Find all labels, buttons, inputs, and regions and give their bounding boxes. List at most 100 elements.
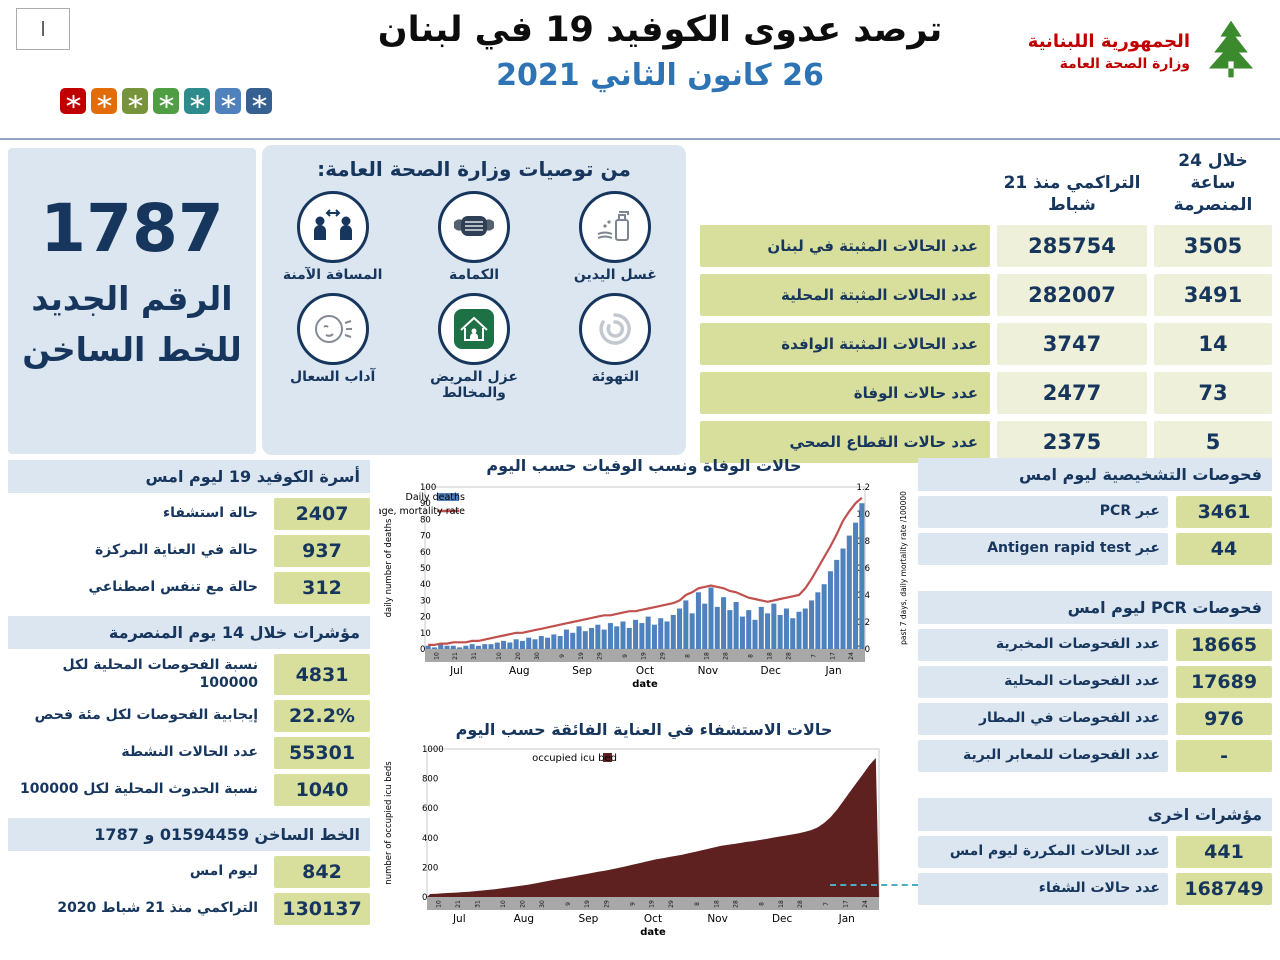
ministry-logo: الجمهورية اللبنانية وزارة الصحة العامة — [1028, 16, 1262, 86]
virus-icon — [60, 88, 86, 114]
local-24h: 3491 — [1154, 274, 1272, 317]
row-label: عدد الحالات المثبتة في لبنان — [700, 225, 990, 268]
stat-row: - عدد الفحوصات للمعابر البرية — [918, 740, 1272, 772]
svg-text:31: 31 — [471, 652, 478, 660]
svg-text:Jul: Jul — [452, 913, 466, 925]
svg-text:19: 19 — [584, 900, 591, 908]
svg-text:29: 29 — [597, 652, 604, 660]
stat-value: 22.2% — [274, 700, 370, 732]
section-header-diagnostic-tests: فحوصات التشخيصية ليوم امس — [918, 458, 1272, 491]
stat-label: عدد حالات الشفاء — [918, 873, 1168, 905]
reco-ventilation: التهوئة — [545, 293, 686, 401]
svg-text:200: 200 — [422, 863, 438, 873]
reco-cough: آداب السعال — [262, 293, 403, 401]
stat-value: 18665 — [1176, 629, 1272, 661]
virus-icon-row — [60, 88, 272, 114]
stat-value: 1040 — [274, 774, 370, 806]
svg-text:Oct: Oct — [636, 665, 654, 677]
icu-chart-panel: حالات الاستشفاء في العناية الفائقة حسب ا… — [374, 720, 914, 945]
stat-label: التراكمي منذ 21 شباط 2020 — [57, 900, 258, 917]
dashed-connector — [830, 884, 918, 886]
svg-text:28: 28 — [723, 652, 730, 660]
svg-text:10: 10 — [500, 900, 507, 908]
svg-text:1.2: 1.2 — [856, 483, 870, 493]
health-sector-cumulative: 2375 — [997, 421, 1147, 464]
svg-text:28: 28 — [797, 900, 804, 908]
stat-label: عدد الفحوصات المخبرية — [918, 629, 1168, 661]
svg-text:50: 50 — [420, 564, 431, 574]
stat-label: حالة في العناية المركزة — [95, 542, 258, 559]
stat-value: 130137 — [274, 893, 370, 925]
hotline-panel: 1787 الرقم الجديد للخط الساخن — [8, 148, 256, 454]
svg-text:60: 60 — [420, 548, 431, 558]
svg-text:40: 40 — [420, 580, 431, 590]
svg-text:24: 24 — [862, 900, 869, 908]
svg-text:Nov: Nov — [698, 665, 719, 677]
health-sector-24h: 5 — [1154, 421, 1272, 464]
report-date: 26 كانون الثاني 2021 — [496, 58, 824, 93]
svg-text:9: 9 — [559, 654, 566, 658]
stat-label: حالة مع تنفس اصطناعي — [88, 579, 258, 596]
svg-text:8: 8 — [685, 654, 692, 658]
svg-text:17: 17 — [829, 652, 836, 660]
reco-label: التهوئة — [591, 369, 640, 385]
stat-value: 976 — [1176, 703, 1272, 735]
stat-label: حالة استشفاء — [163, 505, 258, 522]
svg-text:80: 80 — [420, 515, 431, 525]
deaths-24h: 73 — [1154, 372, 1272, 415]
cases-24h: 3505 — [1154, 225, 1272, 268]
stat-row: 55301 عدد الحالات النشطة — [8, 737, 370, 769]
icu-chart-canvas: 0 200 400 600 800 1000 10 21 31 10 20 30 9 19 29 9 19 29 8… — [384, 745, 880, 938]
svg-text:10: 10 — [436, 900, 443, 908]
stat-label: عدد الفحوصات في المطار — [918, 703, 1168, 735]
svg-text:19: 19 — [578, 652, 585, 660]
reco-label: غسل اليدين — [573, 267, 657, 283]
col-header-cumulative: التراكمي منذ 21 شباط — [1003, 173, 1141, 216]
reco-handwash: غسل اليدين — [545, 191, 686, 283]
svg-text:number of occupied icu beds: number of occupied icu beds — [384, 761, 394, 885]
svg-text:10: 10 — [496, 652, 503, 660]
stat-value: 842 — [274, 856, 370, 888]
deaths-chart-title: حالات الوفاة ونسب الوفيات حسب اليوم — [486, 456, 802, 475]
cases-cumulative: 285754 — [997, 225, 1147, 268]
stat-row: 130137 التراكمي منذ 21 شباط 2020 — [8, 893, 370, 925]
svg-text:occupied icu bed: occupied icu bed — [532, 753, 617, 764]
svg-text:21: 21 — [452, 652, 459, 660]
svg-text:24: 24 — [848, 652, 855, 660]
hotline-number: 1787 — [40, 190, 224, 267]
stat-row: 1040 نسبة الحدوث المحلية لكل 100000 — [8, 774, 370, 806]
virus-icon — [246, 88, 272, 114]
stat-value: 17689 — [1176, 666, 1272, 698]
svg-text:8: 8 — [748, 654, 755, 658]
svg-text:8: 8 — [759, 902, 766, 906]
reco-isolation: عزل المريض والمخالط — [403, 293, 544, 401]
svg-text:Nov: Nov — [707, 913, 728, 925]
svg-text:Aug: Aug — [514, 913, 535, 925]
virus-icon — [184, 88, 210, 114]
stat-row: 937 حالة في العناية المركزة — [8, 535, 370, 567]
hotline-caption-2: للخط الساخن — [22, 330, 242, 369]
svg-text:Sep: Sep — [572, 665, 592, 677]
svg-text:20: 20 — [420, 613, 431, 623]
svg-text:9: 9 — [565, 902, 572, 906]
svg-text:19: 19 — [649, 900, 656, 908]
reco-label: آداب السعال — [290, 369, 376, 385]
stat-value: 312 — [274, 572, 370, 604]
svg-text:30: 30 — [420, 596, 431, 606]
svg-text:7: 7 — [823, 902, 830, 906]
ministry-logo-text: الجمهورية اللبنانية وزارة الصحة العامة — [1028, 31, 1190, 72]
stat-row: 168749 عدد حالات الشفاء — [918, 873, 1272, 905]
republic-name: الجمهورية اللبنانية — [1027, 30, 1190, 52]
stat-row: 22.2% إيجابية الفحوصات لكل مئة فحص — [8, 700, 370, 732]
svg-text:18: 18 — [704, 652, 711, 660]
stat-label: ليوم امس — [189, 863, 258, 880]
svg-text:Jan: Jan — [824, 665, 841, 677]
svg-text:Past 7 days, daily average, mo: Past 7 days, daily average, mortality ra… — [379, 506, 465, 517]
stat-value: 55301 — [274, 737, 370, 769]
handwash-icon — [579, 191, 652, 263]
svg-text:19: 19 — [641, 652, 648, 660]
stat-value: 3461 — [1176, 496, 1272, 528]
stat-row: 4831 نسبة الفحوصات المحلية لكل 100000 — [8, 654, 370, 695]
stat-label: نسبة الفحوصات المحلية لكل 100000 — [62, 657, 258, 691]
